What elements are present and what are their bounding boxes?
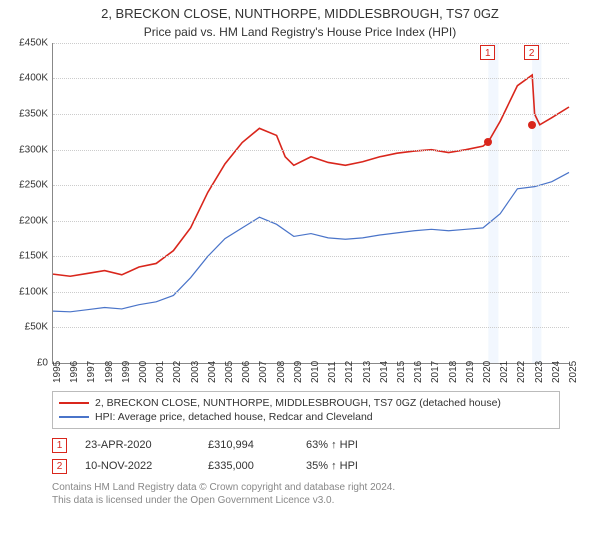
chart-title: 2, BRECKON CLOSE, NUNTHORPE, MIDDLESBROU… <box>0 0 600 23</box>
x-tick-label: 1998 <box>104 361 122 383</box>
chart-container: 2, BRECKON CLOSE, NUNTHORPE, MIDDLESBROU… <box>0 0 600 560</box>
x-tick-label: 2016 <box>413 361 431 383</box>
x-tick-label: 2015 <box>396 361 414 383</box>
plot-region <box>52 43 569 364</box>
grid-line <box>53 256 569 257</box>
top-marker-1: 1 <box>480 45 495 60</box>
legend-label-property: 2, BRECKON CLOSE, NUNTHORPE, MIDDLESBROU… <box>95 397 501 409</box>
top-marker-2: 2 <box>524 45 539 60</box>
footer: Contains HM Land Registry data © Crown c… <box>52 481 560 507</box>
x-tick-label: 2001 <box>155 361 173 383</box>
y-tick-label: £250K <box>8 180 48 191</box>
sale-point-2 <box>528 121 536 129</box>
x-tick-label: 2017 <box>430 361 448 383</box>
legend-swatch-hpi <box>59 416 89 418</box>
x-tick-label: 2010 <box>310 361 328 383</box>
x-tick-label: 1999 <box>121 361 139 383</box>
x-tick-label: 2021 <box>499 361 517 383</box>
y-tick-label: £50K <box>8 322 48 333</box>
sale-marker-2: 2 <box>52 459 67 474</box>
chart-subtitle: Price paid vs. HM Land Registry's House … <box>0 23 600 43</box>
footer-line1: Contains HM Land Registry data © Crown c… <box>52 481 560 494</box>
footer-line2: This data is licensed under the Open Gov… <box>52 494 560 507</box>
y-tick-label: £200K <box>8 215 48 226</box>
sale-hpi: 35% ↑ HPI <box>306 460 406 472</box>
x-tick-label: 2005 <box>224 361 242 383</box>
x-tick-label: 2012 <box>344 361 362 383</box>
x-tick-label: 1995 <box>52 361 70 383</box>
legend-label-hpi: HPI: Average price, detached house, Redc… <box>95 411 373 423</box>
sale-price: £335,000 <box>208 460 288 472</box>
x-tick-label: 2002 <box>172 361 190 383</box>
x-tick-label: 2008 <box>276 361 294 383</box>
sale-date: 10-NOV-2022 <box>85 460 190 472</box>
sales-table: 1 23-APR-2020 £310,994 63% ↑ HPI 2 10-NO… <box>52 435 560 477</box>
grid-line <box>53 114 569 115</box>
legend-swatch-property <box>59 402 89 404</box>
legend-item-hpi: HPI: Average price, detached house, Redc… <box>59 410 553 424</box>
sales-row: 2 10-NOV-2022 £335,000 35% ↑ HPI <box>52 456 560 477</box>
grid-line <box>53 221 569 222</box>
x-tick-label: 2009 <box>293 361 311 383</box>
x-tick-label: 2007 <box>258 361 276 383</box>
sales-row: 1 23-APR-2020 £310,994 63% ↑ HPI <box>52 435 560 456</box>
x-tick-label: 2011 <box>327 361 345 383</box>
legend-item-property: 2, BRECKON CLOSE, NUNTHORPE, MIDDLESBROU… <box>59 396 553 410</box>
x-tick-label: 2024 <box>551 361 569 383</box>
y-tick-label: £400K <box>8 73 48 84</box>
x-tick-label: 2019 <box>465 361 483 383</box>
x-tick-label: 2022 <box>516 361 534 383</box>
x-tick-label: 2006 <box>241 361 259 383</box>
y-tick-label: £450K <box>8 37 48 48</box>
grid-line <box>53 185 569 186</box>
grid-line <box>53 78 569 79</box>
y-tick-label: £150K <box>8 251 48 262</box>
x-tick-label: 1996 <box>69 361 87 383</box>
y-tick-label: £300K <box>8 144 48 155</box>
x-tick-label: 2013 <box>362 361 380 383</box>
sale-price: £310,994 <box>208 439 288 451</box>
sale-point-1 <box>484 138 492 146</box>
grid-line <box>53 292 569 293</box>
grid-line <box>53 327 569 328</box>
chart-area: £0 £50K £100K £150K £200K £250K £300K £350K £400… <box>8 43 568 383</box>
sale-marker-1: 1 <box>52 438 67 453</box>
x-tick-label: 2025 <box>568 361 586 383</box>
x-tick-label: 2018 <box>448 361 466 383</box>
grid-line <box>53 43 569 44</box>
x-tick-label: 2020 <box>482 361 500 383</box>
x-tick-label: 2000 <box>138 361 156 383</box>
x-tick-label: 1997 <box>86 361 104 383</box>
sale-date: 23-APR-2020 <box>85 439 190 451</box>
legend: 2, BRECKON CLOSE, NUNTHORPE, MIDDLESBROU… <box>52 391 560 429</box>
x-tick-label: 2003 <box>190 361 208 383</box>
sale-hpi: 63% ↑ HPI <box>306 439 406 451</box>
grid-line <box>53 150 569 151</box>
y-tick-label: £100K <box>8 286 48 297</box>
y-tick-label: £350K <box>8 109 48 120</box>
x-tick-label: 2014 <box>379 361 397 383</box>
chart-svg <box>53 43 569 363</box>
x-tick-label: 2023 <box>534 361 552 383</box>
x-tick-label: 2004 <box>207 361 225 383</box>
y-tick-label: £0 <box>8 357 48 368</box>
